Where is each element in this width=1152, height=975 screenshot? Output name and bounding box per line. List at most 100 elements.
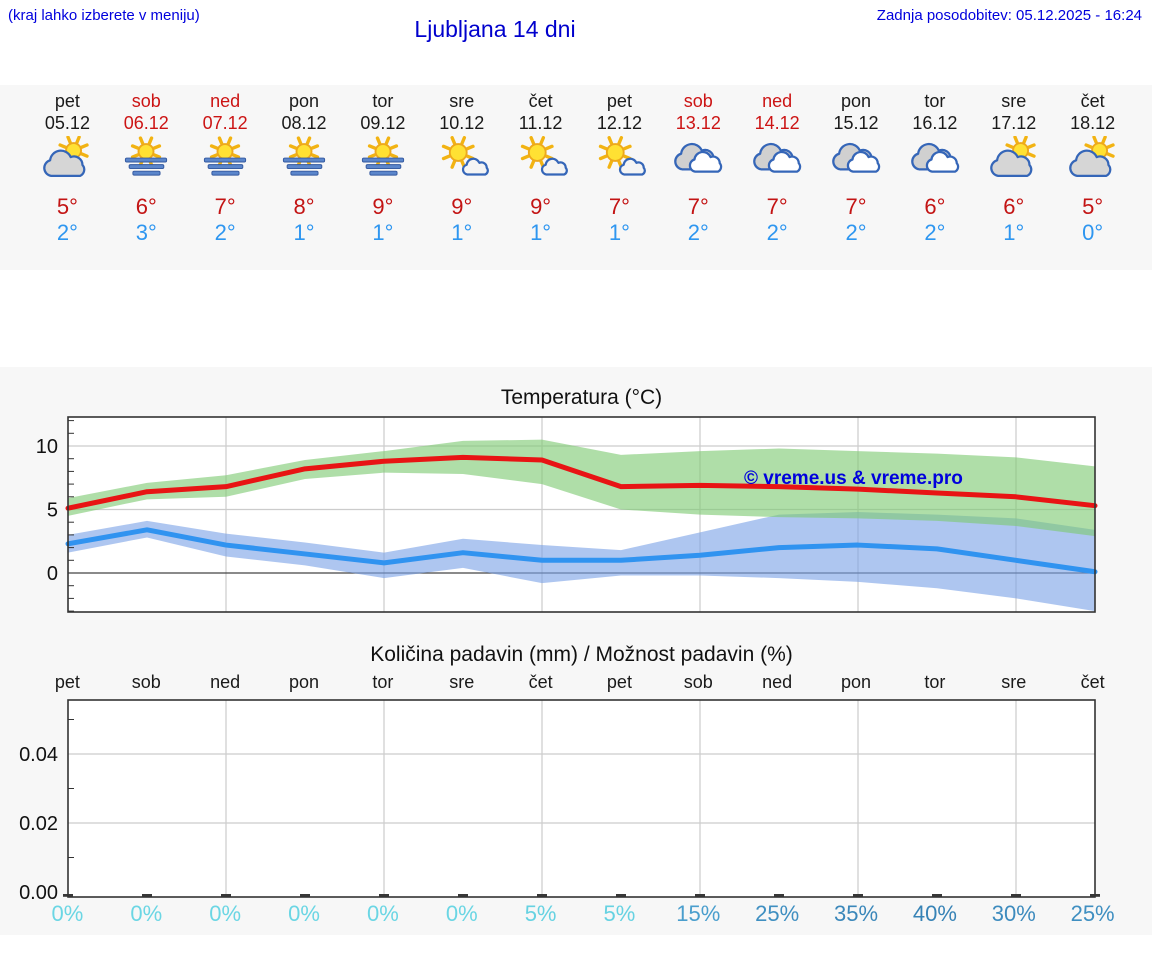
precip-bar [142, 894, 152, 897]
precip-day-label: čet [1080, 672, 1105, 692]
low-temp: 2° [924, 220, 946, 245]
temp-axis-tick: 0 [47, 563, 58, 585]
day-column[interactable]: tor 09.12 9° 1° [343, 85, 422, 270]
precip-day-label: pon [841, 672, 872, 692]
precip-day-label: čet [528, 672, 553, 692]
low-temp: 0° [1082, 220, 1104, 245]
precip-bar [932, 894, 942, 897]
precip-day-label: pet [606, 672, 632, 692]
low-temp: 1° [530, 220, 552, 245]
precip-bar [695, 894, 705, 897]
precip-day-label: ned [210, 672, 241, 692]
day-date: 11.12 [518, 113, 563, 133]
low-temp: 2° [56, 220, 78, 245]
precip-bar [537, 894, 547, 897]
day-date: 07.12 [202, 113, 248, 133]
day-name: sob [683, 91, 713, 111]
precip-probability: 0% [288, 901, 320, 926]
high-temp: 7° [608, 194, 630, 219]
sun-small-cloud-icon [501, 136, 580, 184]
day-name: pet [606, 91, 632, 111]
precip-probability: 40% [912, 901, 957, 926]
low-temp: 1° [451, 220, 473, 245]
precip-day-label: tor [924, 672, 946, 692]
page-title: Ljubljana 14 dni [414, 16, 576, 42]
high-temp: 7° [766, 194, 788, 219]
sun-small-cloud-icon [422, 136, 501, 184]
day-date: 06.12 [123, 113, 169, 133]
precipitation-chart: 0.00 0.02 0.04 [19, 699, 1100, 904]
low-temp: 1° [1003, 220, 1025, 245]
fog-sun-icon [343, 136, 422, 184]
low-temp: 1° [293, 220, 315, 245]
day-column[interactable]: pon 08.12 8° 1° [265, 85, 344, 270]
precip-probability: 15% [676, 901, 721, 926]
day-date: 17.12 [991, 113, 1037, 133]
forecast-strip: pet 05.12 5° 2° sob 06.12 6° 3° ned 07.12 7° 2° pon 0… [28, 85, 1132, 270]
precip-day-label: tor [372, 672, 394, 692]
precip-day-label: sre [449, 672, 475, 692]
precip-probability: 0% [130, 901, 163, 926]
precip-axis-tick: 0.04 [19, 744, 58, 766]
high-temp: 5° [1082, 194, 1104, 219]
precip-day-label: sob [683, 672, 713, 692]
day-name: pon [841, 91, 872, 111]
location-hint[interactable]: (kraj lahko izberete v meniju) [8, 7, 200, 24]
day-column[interactable]: ned 14.12 7° 2° [738, 85, 817, 270]
forecast-strip-background [0, 85, 1152, 270]
precip-probability: 0% [209, 901, 242, 926]
high-temp: 6° [924, 194, 946, 219]
day-date: 08.12 [281, 113, 327, 133]
high-temp: 9° [530, 194, 552, 219]
precip-probability: 35% [834, 901, 879, 926]
day-name: sre [449, 91, 475, 111]
precip-day-label: pon [288, 672, 320, 692]
day-column[interactable]: čet 11.12 9° 1° [501, 85, 580, 270]
cloudy-icon [659, 136, 738, 184]
watermark-link[interactable]: © vreme.us & vreme.pro [744, 468, 963, 489]
day-column[interactable]: pon 15.12 7° 2° [817, 85, 896, 270]
day-date: 12.12 [596, 113, 642, 133]
day-name: ned [210, 91, 241, 111]
precip-probability: 5% [603, 901, 636, 926]
precip-day-label: sob [131, 672, 161, 692]
day-name: sob [131, 91, 161, 111]
cloudy-icon [895, 136, 974, 184]
low-temp: 2° [687, 220, 709, 245]
day-column[interactable]: čet 18.12 5° 0° [1053, 85, 1132, 270]
fog-sun-icon [186, 136, 265, 184]
precip-probability: 30% [991, 901, 1036, 926]
temp-axis-tick: 5 [47, 500, 58, 522]
day-column[interactable]: sre 10.12 9° 1° [422, 85, 501, 270]
day-column[interactable]: sob 13.12 7° 2° [659, 85, 738, 270]
day-date: 18.12 [1070, 113, 1116, 133]
day-date: 09.12 [360, 113, 406, 133]
day-name: čet [528, 91, 553, 111]
high-temp: 7° [845, 194, 867, 219]
temp-axis-tick: 10 [36, 436, 58, 458]
day-column[interactable]: ned 07.12 7° 2° [186, 85, 265, 270]
precip-probability: 25% [1070, 901, 1115, 926]
day-column[interactable]: tor 16.12 6° 2° [895, 85, 974, 270]
precip-axis-tick: 0.02 [19, 813, 58, 835]
day-column[interactable]: pet 05.12 5° 2° [28, 85, 107, 270]
high-temp: 5° [56, 194, 78, 219]
fog-sun-icon [107, 136, 186, 184]
high-temp: 9° [372, 194, 394, 219]
day-name: ned [762, 91, 793, 111]
high-temp: 8° [293, 194, 315, 219]
high-temp: 7° [214, 194, 236, 219]
low-temp: 1° [608, 220, 630, 245]
day-column[interactable]: sob 06.12 6° 3° [107, 85, 186, 270]
day-column[interactable]: pet 12.12 7° 1° [580, 85, 659, 270]
day-name: čet [1080, 91, 1105, 111]
day-date: 05.12 [44, 113, 90, 133]
high-temp: 6° [135, 194, 157, 219]
cloudy-icon [817, 136, 896, 184]
day-column[interactable]: sre 17.12 6° 1° [974, 85, 1053, 270]
day-date: 14.12 [754, 113, 800, 133]
cloudy-icon [738, 136, 817, 184]
low-temp: 1° [372, 220, 394, 245]
precip-bar [774, 894, 784, 897]
precip-bar [379, 894, 389, 897]
